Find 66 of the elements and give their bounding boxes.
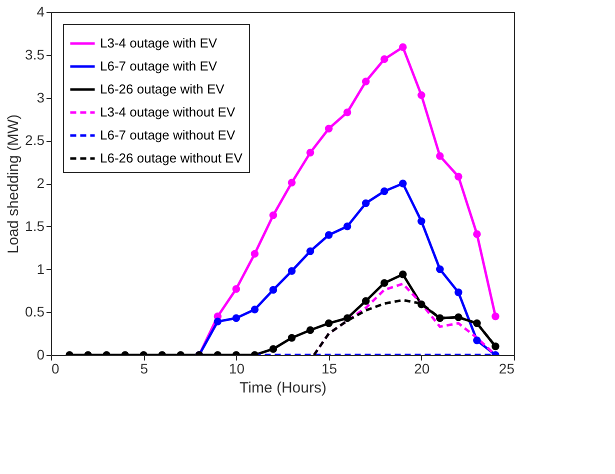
point <box>454 288 462 296</box>
point <box>418 217 426 226</box>
point <box>362 297 370 305</box>
y-tick-label: 3.5 <box>25 46 45 62</box>
legend-label: L6-7 outage with EV <box>100 58 218 74</box>
point <box>269 211 278 220</box>
point <box>492 312 500 320</box>
point <box>288 267 296 275</box>
legend-label: L6-7 outage without EV <box>100 128 236 142</box>
y-tick-label: 3 <box>36 89 45 106</box>
point <box>399 180 407 188</box>
point <box>399 270 407 278</box>
point <box>399 43 407 52</box>
point <box>250 250 259 258</box>
y-tick-label: 1.5 <box>25 218 45 234</box>
x-tick-label: 5 <box>140 360 148 376</box>
point <box>436 152 444 160</box>
point <box>343 108 352 116</box>
point <box>232 285 240 293</box>
point <box>269 286 278 294</box>
point <box>473 230 481 238</box>
point <box>436 314 444 322</box>
point <box>306 326 314 334</box>
point <box>362 78 370 86</box>
x-tick-label: 25 <box>498 360 515 376</box>
y-tick-label: 2 <box>36 175 45 191</box>
point <box>288 178 296 187</box>
point <box>380 187 388 196</box>
y-tick-label: 4 <box>36 4 45 20</box>
y-tick-label: 1 <box>36 260 45 277</box>
legend-label: L3-4 outage without EV <box>100 104 236 120</box>
y-axis-title: Load shedding (MW) <box>5 114 22 254</box>
point <box>306 247 314 256</box>
point <box>343 222 352 230</box>
y-tick-label: 2.5 <box>25 132 45 148</box>
point <box>214 318 222 326</box>
point <box>473 319 481 328</box>
point <box>380 279 388 287</box>
point <box>343 314 352 322</box>
legend-label: L6-26 outage with EV <box>100 82 225 96</box>
x-tick-label: 20 <box>414 360 430 376</box>
point <box>454 172 462 181</box>
point <box>306 148 314 156</box>
y-tick-label: 0 <box>36 346 45 362</box>
x-axis-title: Time (Hours) <box>240 380 326 396</box>
x-tick-label: 15 <box>322 360 338 376</box>
legend-label: L3-4 outage with EV <box>100 36 218 50</box>
point <box>324 231 333 239</box>
legend-label: L6-26 outage without EV <box>100 150 243 166</box>
point <box>269 345 278 353</box>
x-tick-label: 10 <box>228 360 245 376</box>
point <box>418 300 426 308</box>
point <box>288 334 296 342</box>
point <box>454 313 462 322</box>
point <box>473 336 481 344</box>
y-tick-label: 0.5 <box>25 304 45 320</box>
point <box>232 314 240 322</box>
point <box>436 265 444 274</box>
point <box>492 342 500 350</box>
x-tick-label: 0 <box>52 360 60 376</box>
point <box>324 124 333 132</box>
point <box>324 319 333 328</box>
point <box>250 306 259 314</box>
point <box>362 199 370 208</box>
point <box>418 91 426 100</box>
point <box>380 55 388 64</box>
